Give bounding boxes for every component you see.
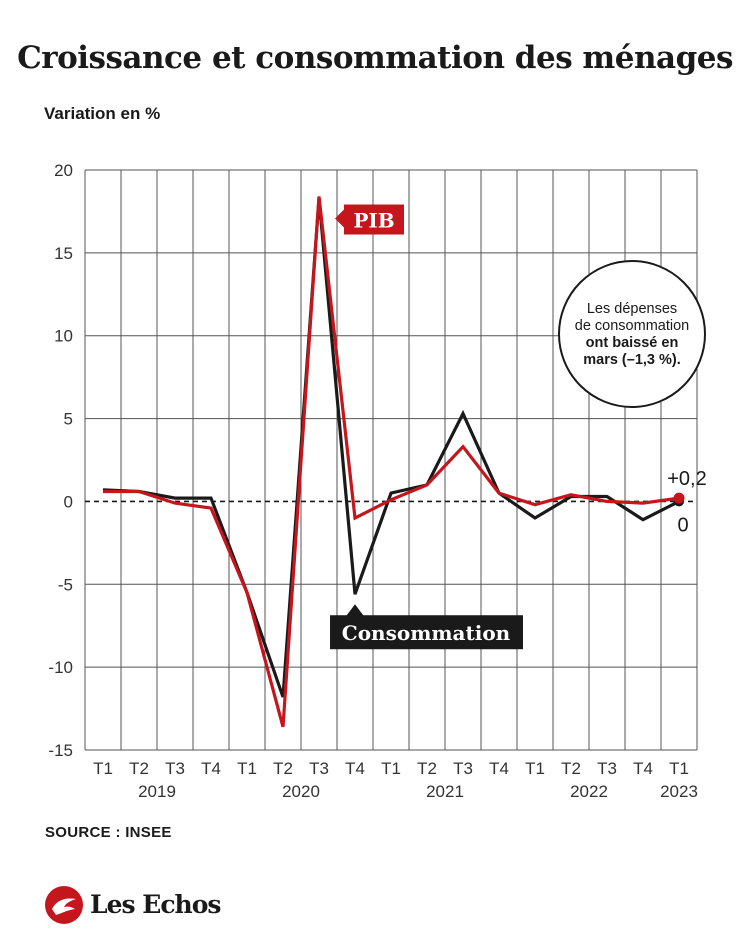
pib-label-box [344, 204, 404, 235]
end-label-pib: +0,2 [667, 468, 706, 490]
x-tick-label: T3 [309, 759, 329, 778]
x-tick-label: T4 [489, 759, 509, 778]
y-tick-label: 0 [64, 492, 73, 511]
x-tick-label: T2 [561, 759, 581, 778]
x-tick-label: T2 [417, 759, 437, 778]
series-line-pib [103, 196, 680, 728]
end-point-pib [673, 492, 685, 504]
y-axis-label: Variation en % [44, 104, 161, 123]
annotation-line: ont baissé en [586, 335, 679, 351]
series-label-pib: PIB [353, 209, 394, 233]
chart-title: Croissance et consommation des ménages [17, 40, 733, 76]
series-lines [102, 196, 685, 728]
brand-name: Les Echos [90, 890, 221, 919]
y-tick-labels: 20 15 10 5 0 -5 -10 -15 [48, 161, 73, 760]
consommation-label-pointer [346, 604, 364, 617]
annotation-line: de consommation [575, 318, 689, 334]
annotation-circle [558, 260, 706, 408]
x-tick-label: T2 [273, 759, 293, 778]
les-echos-logo-icon [45, 886, 83, 924]
source-note: SOURCE : INSEE [45, 824, 172, 841]
y-tick-label: 5 [64, 410, 73, 429]
year-label: 2023 [660, 782, 698, 801]
y-tick-label: 20 [54, 161, 73, 180]
x-tick-label: T4 [345, 759, 365, 778]
y-tick-label: -10 [48, 658, 73, 677]
annotation-line: mars (–1,3 %). [583, 352, 681, 368]
annotation-line: Les dépenses [587, 301, 677, 317]
year-label: 2021 [426, 782, 464, 801]
year-label: 2020 [282, 782, 320, 801]
end-label-consommation: 0 [677, 514, 688, 536]
x-tick-label: T1 [93, 759, 113, 778]
grid-lines [84, 169, 698, 751]
series-label-consommation: Consommation [342, 621, 511, 645]
y-tick-label: -15 [48, 741, 73, 760]
x-tick-label: T3 [165, 759, 185, 778]
x-tick-label: T1 [381, 759, 401, 778]
x-tick-labels: T1 T2 T3 T4 T1 T2 T3 T4 T1 T2 T3 T4 T1 T2 T3 T4 T1 2019 20… [93, 759, 698, 801]
year-label: 2019 [138, 782, 176, 801]
y-tick-label: 10 [54, 327, 73, 346]
year-label: 2022 [570, 782, 608, 801]
x-tick-label: T4 [633, 759, 653, 778]
x-tick-label: T3 [597, 759, 617, 778]
x-tick-label: T1 [669, 759, 689, 778]
consommation-label-box [330, 615, 523, 650]
x-tick-label: T2 [129, 759, 149, 778]
y-tick-label: -5 [58, 575, 73, 594]
x-tick-label: T4 [201, 759, 221, 778]
x-tick-label: T3 [453, 759, 473, 778]
x-tick-label: T1 [237, 759, 257, 778]
pib-label-pointer [335, 208, 345, 229]
y-tick-label: 15 [54, 244, 73, 263]
x-tick-label: T1 [525, 759, 545, 778]
